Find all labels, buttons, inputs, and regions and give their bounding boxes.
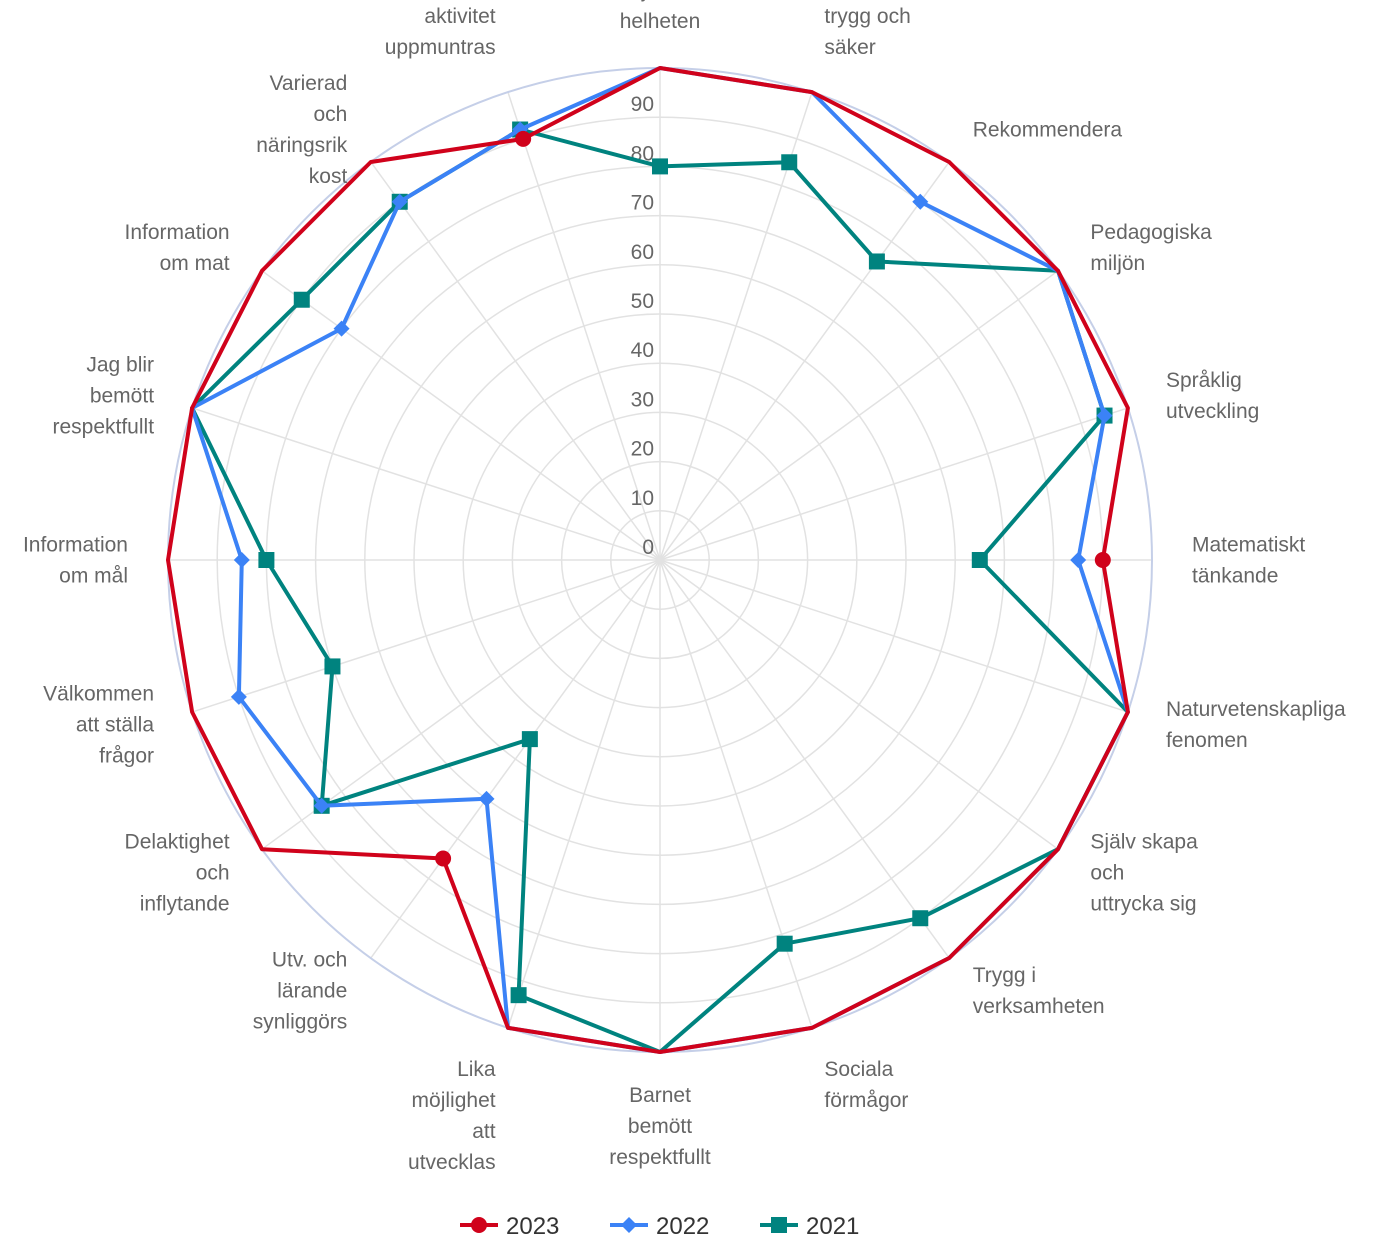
category-label: Välkommen att ställa frågor <box>43 682 154 767</box>
category-label: Sociala förmågor <box>824 1058 908 1112</box>
category-label: Jag blir bemött respektfullt <box>52 354 154 439</box>
legend-item-2021[interactable]: 2021 <box>760 1213 859 1240</box>
data-point <box>324 658 341 675</box>
r-tick-label: 90 <box>631 93 654 116</box>
r-tick-label: 20 <box>631 438 654 461</box>
grid-ring <box>610 510 710 610</box>
data-point <box>510 987 527 1004</box>
r-tick-label: 30 <box>631 388 654 411</box>
category-label: Rekommendera <box>973 119 1123 142</box>
data-point <box>776 935 793 952</box>
category-label: Delaktighet och inflytande <box>125 831 230 916</box>
data-point <box>1096 407 1113 424</box>
data-point <box>971 552 988 568</box>
series-line <box>166 66 1130 1054</box>
category-label: Information om mål <box>23 534 128 588</box>
data-point <box>333 320 350 337</box>
legend-label: 2021 <box>806 1213 859 1240</box>
legend-swatch-marker <box>621 1217 637 1233</box>
data-point <box>258 552 275 568</box>
data-point <box>233 552 250 568</box>
data-point <box>781 154 798 171</box>
category-label: Varierad och näringsrik kost <box>256 72 348 188</box>
r-tick-label: 70 <box>631 192 654 215</box>
data-point <box>515 130 532 147</box>
category-label: Nöjd medhelheten <box>615 0 705 33</box>
category-label: Fysiskaktivitetuppmuntras <box>385 0 496 59</box>
category-label: Naturvetenskapliga fenomen <box>1166 698 1346 752</box>
category-label: Trygg i verksamheten <box>973 964 1105 1018</box>
data-point <box>391 193 408 210</box>
data-point <box>1094 552 1111 568</box>
data-point <box>912 910 929 927</box>
category-label: Utv. och lärande synliggörs <box>253 948 348 1033</box>
data-point <box>521 731 538 748</box>
series-layer <box>166 66 1130 1054</box>
grid-ring <box>560 460 760 660</box>
category-label: Barnet bemött respektfullt <box>609 1084 711 1169</box>
legend-label: 2023 <box>506 1213 559 1240</box>
data-point <box>313 797 330 814</box>
series-2023 <box>166 66 1130 1054</box>
category-label: Själv skapa och uttrycka sig <box>1090 831 1198 916</box>
category-label: Information om mat <box>125 221 230 275</box>
r-tick-label: 60 <box>631 241 654 264</box>
legend: 2023 2022 2021 <box>460 1213 859 1240</box>
data-point <box>652 158 668 175</box>
category-label: Lika möjlighet att utvecklas <box>408 1058 496 1174</box>
grid-ring <box>462 362 858 758</box>
legend-label: 2022 <box>656 1213 709 1240</box>
category-label: Pedagogiska miljön <box>1090 221 1212 275</box>
category-labels: Nöjd medhelheten Verksamhettrygg ochsäker… <box>23 0 1346 1174</box>
legend-swatch-marker <box>771 1217 787 1233</box>
data-point <box>1070 552 1087 568</box>
grid-ring <box>314 214 1006 906</box>
data-point <box>868 253 885 270</box>
r-tick-label: 0 <box>642 536 654 559</box>
category-label: Språklig utveckling <box>1166 369 1259 423</box>
r-tick-label: 50 <box>631 290 654 313</box>
data-point <box>293 291 310 308</box>
r-tick-label: 10 <box>631 487 654 510</box>
grid-ring <box>511 411 809 709</box>
data-point <box>478 790 495 807</box>
r-tick-label: 40 <box>631 339 654 362</box>
legend-swatch-marker <box>471 1217 487 1233</box>
data-point <box>912 193 929 210</box>
legend-item-2023[interactable]: 2023 <box>460 1213 559 1240</box>
category-label: Matematiskt tänkande <box>1192 534 1305 588</box>
data-point <box>435 850 452 867</box>
grid-ring <box>413 313 907 807</box>
legend-item-2022[interactable]: 2022 <box>610 1213 709 1240</box>
data-point <box>230 688 247 705</box>
grid-ring <box>364 264 956 856</box>
